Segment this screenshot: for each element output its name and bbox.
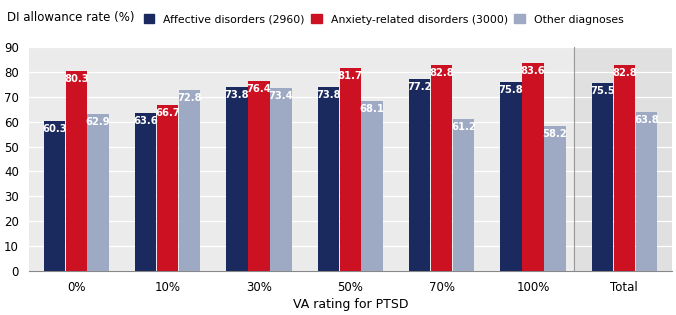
Text: 82.8: 82.8 bbox=[612, 68, 637, 78]
Bar bbox=[248, 81, 270, 271]
Text: 75.8: 75.8 bbox=[499, 85, 523, 95]
Bar bbox=[592, 83, 613, 271]
Bar bbox=[544, 126, 566, 271]
Bar bbox=[87, 114, 109, 271]
Text: 76.4: 76.4 bbox=[247, 84, 271, 94]
Text: 77.2: 77.2 bbox=[408, 82, 432, 92]
Bar bbox=[270, 88, 291, 271]
Legend: Affective disorders (2960), Anxiety-related disorders (3000), Other diagnoses: Affective disorders (2960), Anxiety-rela… bbox=[143, 14, 623, 25]
Text: 62.9: 62.9 bbox=[86, 117, 110, 127]
Text: 66.7: 66.7 bbox=[155, 108, 180, 118]
Bar bbox=[339, 68, 361, 271]
Bar bbox=[431, 65, 452, 271]
Bar bbox=[226, 87, 248, 271]
Text: 60.3: 60.3 bbox=[42, 124, 67, 134]
Text: DI allowance rate (%): DI allowance rate (%) bbox=[7, 11, 135, 24]
Bar bbox=[66, 71, 87, 271]
Text: 73.4: 73.4 bbox=[268, 91, 293, 101]
Text: 75.5: 75.5 bbox=[590, 86, 614, 96]
Bar bbox=[318, 87, 339, 271]
Text: 63.6: 63.6 bbox=[133, 116, 158, 126]
Text: 58.2: 58.2 bbox=[543, 129, 567, 139]
Text: 63.8: 63.8 bbox=[634, 115, 658, 125]
Bar bbox=[157, 105, 178, 271]
Text: 73.8: 73.8 bbox=[224, 90, 249, 100]
Bar bbox=[635, 112, 657, 271]
Bar bbox=[44, 121, 65, 271]
Bar bbox=[500, 82, 522, 271]
Text: 73.8: 73.8 bbox=[316, 90, 341, 100]
Text: 61.2: 61.2 bbox=[451, 122, 476, 132]
Bar bbox=[453, 119, 475, 271]
Bar bbox=[135, 113, 156, 271]
Text: 81.7: 81.7 bbox=[338, 71, 363, 81]
Text: 68.1: 68.1 bbox=[360, 105, 385, 114]
Bar bbox=[614, 65, 635, 271]
Bar bbox=[178, 90, 200, 271]
Bar bbox=[362, 101, 383, 271]
Bar bbox=[523, 63, 544, 271]
Text: 82.8: 82.8 bbox=[429, 68, 454, 78]
Text: 80.3: 80.3 bbox=[64, 74, 89, 84]
X-axis label: VA rating for PTSD: VA rating for PTSD bbox=[293, 298, 408, 311]
Bar bbox=[574, 47, 676, 271]
Bar bbox=[409, 79, 431, 271]
Text: 72.8: 72.8 bbox=[177, 93, 202, 103]
Text: 83.6: 83.6 bbox=[521, 66, 546, 76]
